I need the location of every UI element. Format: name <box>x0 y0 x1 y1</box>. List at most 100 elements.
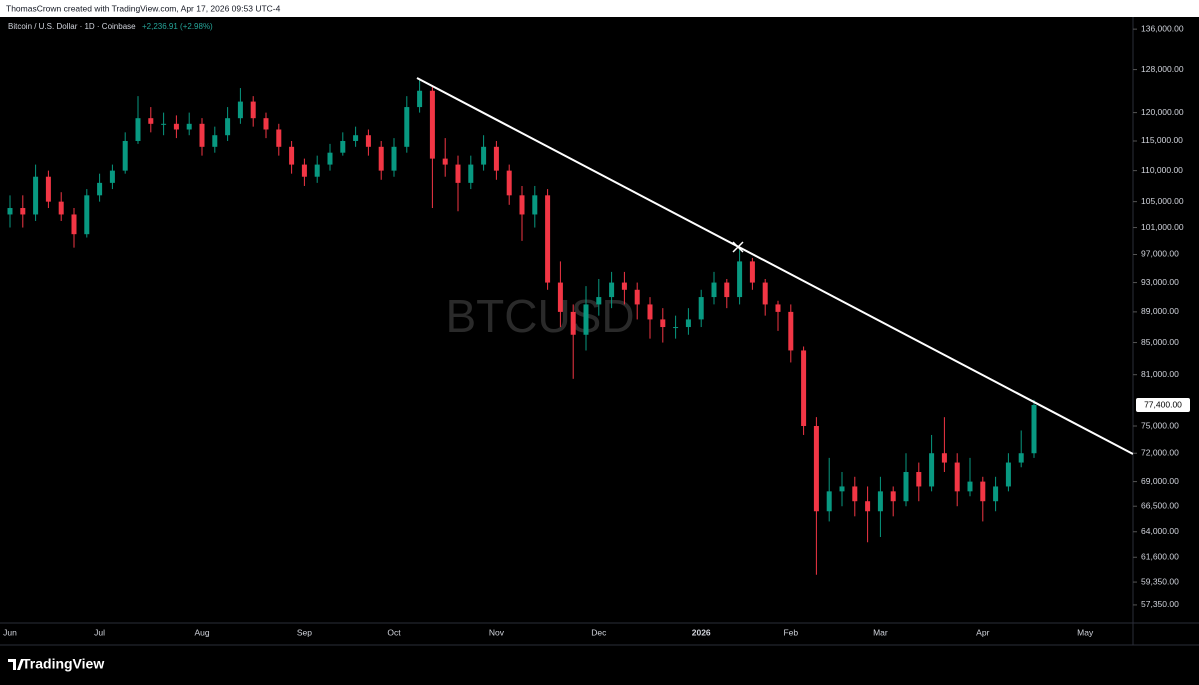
candle-body <box>378 146 384 171</box>
y-tick-label: 120,000.00 <box>1141 107 1184 117</box>
price-change: +2,236.91 (+2.98%) <box>142 22 213 31</box>
y-tick-label: 69,000.00 <box>1141 476 1179 486</box>
y-tick-label: 81,000.00 <box>1141 369 1179 379</box>
x-tick-label: Nov <box>489 627 505 637</box>
candle-body <box>276 129 282 147</box>
candle-body <box>71 214 77 235</box>
candle-body <box>877 491 883 512</box>
candle-body <box>45 176 51 202</box>
y-tick-label: 66,500.00 <box>1141 500 1179 510</box>
candle-body <box>237 101 243 119</box>
candle-body <box>122 140 128 171</box>
candle-body <box>365 135 371 147</box>
candle-body <box>749 261 755 283</box>
candle-body <box>173 123 179 130</box>
candle-body <box>685 319 691 328</box>
candle-body <box>698 297 704 320</box>
candle-body <box>852 486 858 502</box>
candle-body <box>1005 462 1011 487</box>
candle-body <box>58 201 64 215</box>
candle-body <box>737 261 743 298</box>
y-tick-label: 64,000.00 <box>1141 526 1179 536</box>
y-tick-label: 93,000.00 <box>1141 277 1179 287</box>
price-label: 77,400.00 <box>1144 399 1182 409</box>
y-tick-label: 115,000.00 <box>1141 135 1183 145</box>
candle-body <box>903 472 909 502</box>
candle-body <box>468 164 474 183</box>
candle-body <box>570 311 576 335</box>
footer-logo: TradingView <box>22 656 104 672</box>
trend-line <box>416 77 1134 455</box>
candle-body <box>954 462 960 492</box>
candle-body <box>442 158 448 165</box>
y-tick-label: 105,000.00 <box>1141 196 1184 206</box>
candle-body <box>941 453 947 463</box>
candle-body <box>391 146 397 171</box>
candle-body <box>890 491 896 502</box>
x-tick-label: Sep <box>297 627 312 637</box>
candle-body <box>84 195 90 235</box>
y-tick-label: 59,350.00 <box>1141 576 1179 586</box>
candle-body <box>545 195 551 283</box>
candle-body <box>583 304 589 335</box>
candle-body <box>7 208 13 215</box>
x-tick-label: May <box>1077 627 1094 637</box>
candle-body <box>775 304 781 312</box>
candle-body <box>519 195 525 215</box>
y-tick-label: 61,600.00 <box>1141 552 1179 562</box>
candle-body <box>506 170 512 196</box>
candle-body <box>596 297 602 305</box>
x-tick-label: Dec <box>591 627 607 637</box>
y-tick-label: 128,000.00 <box>1141 64 1184 74</box>
candle-body <box>493 146 499 171</box>
candle-body <box>839 486 845 492</box>
y-tick-label: 72,000.00 <box>1141 447 1179 457</box>
candle-body <box>455 164 461 183</box>
x-tick-label: Mar <box>873 627 888 637</box>
y-tick-label: 97,000.00 <box>1141 249 1179 259</box>
candle-body <box>967 481 973 492</box>
y-tick-label: 110,000.00 <box>1141 165 1183 175</box>
header-bar <box>0 0 1199 17</box>
candle-body <box>186 123 192 130</box>
trend-anchor <box>732 241 744 253</box>
candle-body <box>826 491 832 512</box>
candle-body <box>557 282 563 312</box>
candle-body <box>353 135 359 141</box>
candle-body <box>929 453 935 487</box>
candle-body <box>813 426 819 512</box>
candle-body <box>109 170 115 183</box>
candle-body <box>993 486 999 502</box>
candle-body <box>327 152 333 165</box>
candle-body <box>1018 453 1024 463</box>
candle-body <box>762 282 768 305</box>
candle-body <box>481 146 487 165</box>
candle-body <box>404 107 410 147</box>
candle-body <box>801 350 807 427</box>
candle-body <box>161 123 167 125</box>
x-tick-label: 2026 <box>692 627 711 637</box>
candle-body <box>289 146 295 165</box>
chart-area <box>0 17 1199 645</box>
x-tick-label: Oct <box>387 627 401 637</box>
logo-icon <box>8 659 24 670</box>
y-tick-label: 101,000.00 <box>1141 222 1184 232</box>
candle-body <box>673 327 679 329</box>
candle-body <box>250 101 256 119</box>
candle-body <box>532 195 538 215</box>
candle-body <box>711 282 717 298</box>
candle-body <box>647 304 653 320</box>
header-text: ThomasCrown created with TradingView.com… <box>6 3 281 13</box>
x-tick-label: Jul <box>94 627 105 637</box>
candle-body <box>20 208 26 215</box>
candle-body <box>340 140 346 153</box>
candle-body <box>33 176 39 215</box>
price-label-box <box>1136 398 1190 413</box>
candle-body <box>660 319 666 328</box>
y-tick-label: 85,000.00 <box>1141 337 1179 347</box>
candle-body <box>865 501 871 512</box>
candle-body <box>724 282 730 298</box>
chart-title: Bitcoin / U.S. Dollar · 1D · Coinbase <box>8 22 136 31</box>
candle-body <box>225 118 231 136</box>
